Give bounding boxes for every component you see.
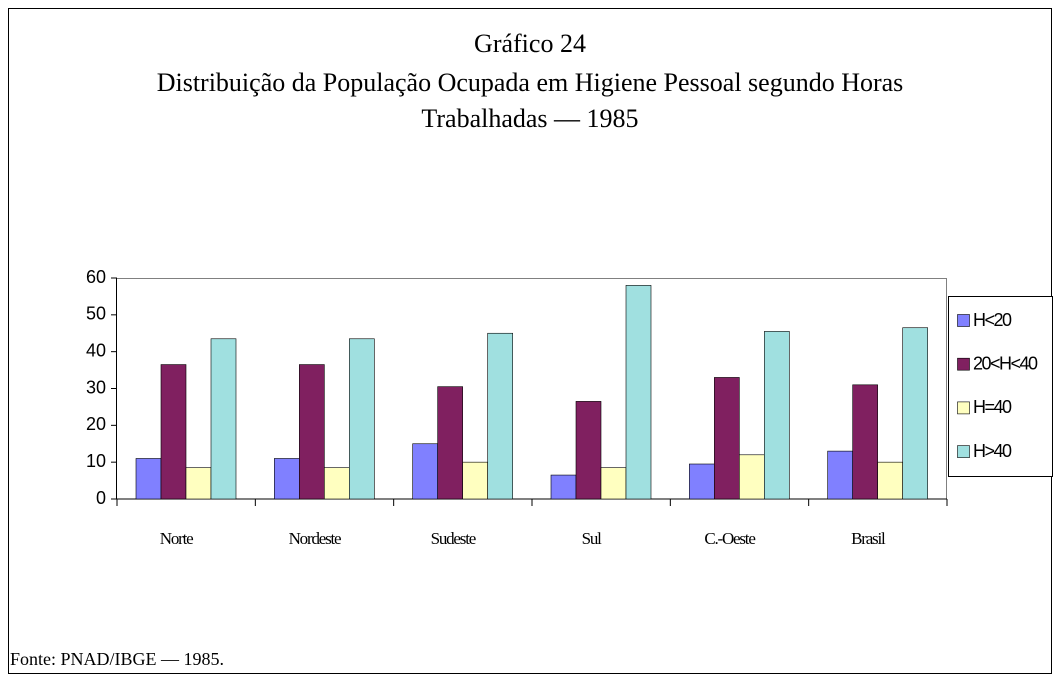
legend-swatch	[957, 445, 970, 458]
bar	[412, 443, 438, 500]
chart-subtitle: Distribuição da População Ocupada em Hig…	[157, 68, 904, 97]
bar	[487, 332, 513, 500]
bar	[714, 377, 740, 500]
bar	[349, 338, 375, 500]
bar	[299, 364, 325, 500]
x-tick-label: Sudeste	[431, 529, 476, 548]
bar	[185, 467, 212, 500]
x-tick-label: Sul	[582, 529, 603, 548]
bar	[462, 461, 488, 500]
bar	[575, 401, 602, 500]
bar	[902, 327, 928, 500]
bar	[625, 285, 652, 500]
bar	[827, 450, 853, 500]
x-tick-label: Brasil	[851, 529, 886, 548]
legend-label: 20<H<40	[973, 353, 1038, 373]
bar	[600, 467, 627, 500]
y-tick-label: 60	[86, 267, 106, 287]
legend-label: H=40	[973, 397, 1012, 417]
bar	[135, 458, 162, 500]
y-tick-label: 40	[86, 340, 106, 360]
bar	[210, 338, 237, 500]
bar	[160, 364, 187, 500]
bar	[324, 467, 350, 500]
bar	[689, 463, 715, 500]
bar	[437, 386, 463, 500]
chart-subtitle: Trabalhadas — 1985	[421, 104, 638, 133]
bar	[877, 461, 903, 500]
x-tick-label: Norte	[160, 529, 193, 548]
legend-swatch	[957, 314, 970, 327]
legend-swatch	[957, 357, 970, 371]
bar	[739, 454, 765, 500]
source: Fonte: PNAD/IBGE — 1985.	[10, 649, 224, 669]
y-tick-label: 50	[86, 304, 106, 324]
x-tick-label: C.-Oeste	[704, 529, 755, 548]
x-tick-label: Nordeste	[289, 529, 341, 548]
y-tick-label: 20	[86, 414, 106, 434]
legend-swatch	[957, 401, 970, 415]
y-tick-label: 30	[86, 377, 106, 397]
legend-label: H<20	[973, 310, 1012, 330]
bar	[274, 458, 300, 500]
bar	[852, 384, 878, 500]
bar	[764, 331, 790, 500]
chart-title: Gráfico 24	[474, 29, 586, 58]
legend-label: H>40	[973, 441, 1012, 461]
y-tick-label: 0	[96, 488, 106, 508]
y-tick-label: 10	[86, 451, 106, 471]
bar	[550, 474, 577, 500]
